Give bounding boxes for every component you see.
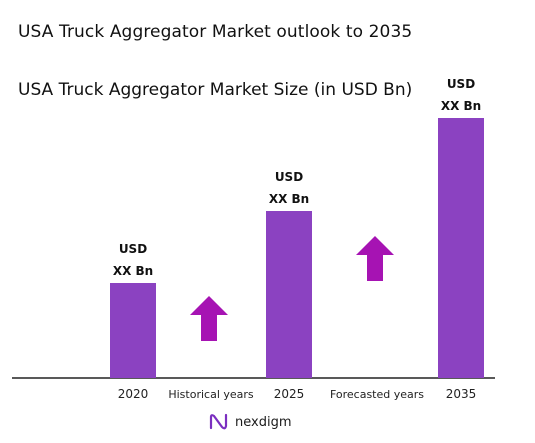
logo-text: nexdigm <box>235 414 292 430</box>
chart-subtitle: USA Truck Aggregator Market Size (in USD… <box>18 80 413 100</box>
tick-label-2020: 2020 <box>118 387 149 401</box>
period-label-1: Historical years <box>168 388 254 401</box>
growth-arrow-up-icon <box>190 296 228 341</box>
nexdigm-logo-icon <box>209 413 228 430</box>
data-label-2035-1: USD <box>447 77 475 91</box>
data-label-2025-2: XX Bn <box>269 192 309 206</box>
tick-label-2025: 2025 <box>274 387 305 401</box>
bar-2035 <box>438 118 484 378</box>
data-label-2035-2: XX Bn <box>441 99 481 113</box>
data-label-2025-1: USD <box>275 170 303 184</box>
brand-logo: nexdigm <box>208 412 291 432</box>
growth-arrow-up-icon <box>356 236 394 281</box>
tick-label-2035: 2035 <box>446 387 477 401</box>
data-label-2020-1: USD <box>119 242 147 256</box>
bar-2020 <box>110 283 156 378</box>
period-label-2: Forecasted years <box>330 388 424 401</box>
data-label-2020-2: XX Bn <box>113 264 153 278</box>
bar-2025 <box>266 211 312 378</box>
chart-title: USA Truck Aggregator Market outlook to 2… <box>18 22 413 42</box>
